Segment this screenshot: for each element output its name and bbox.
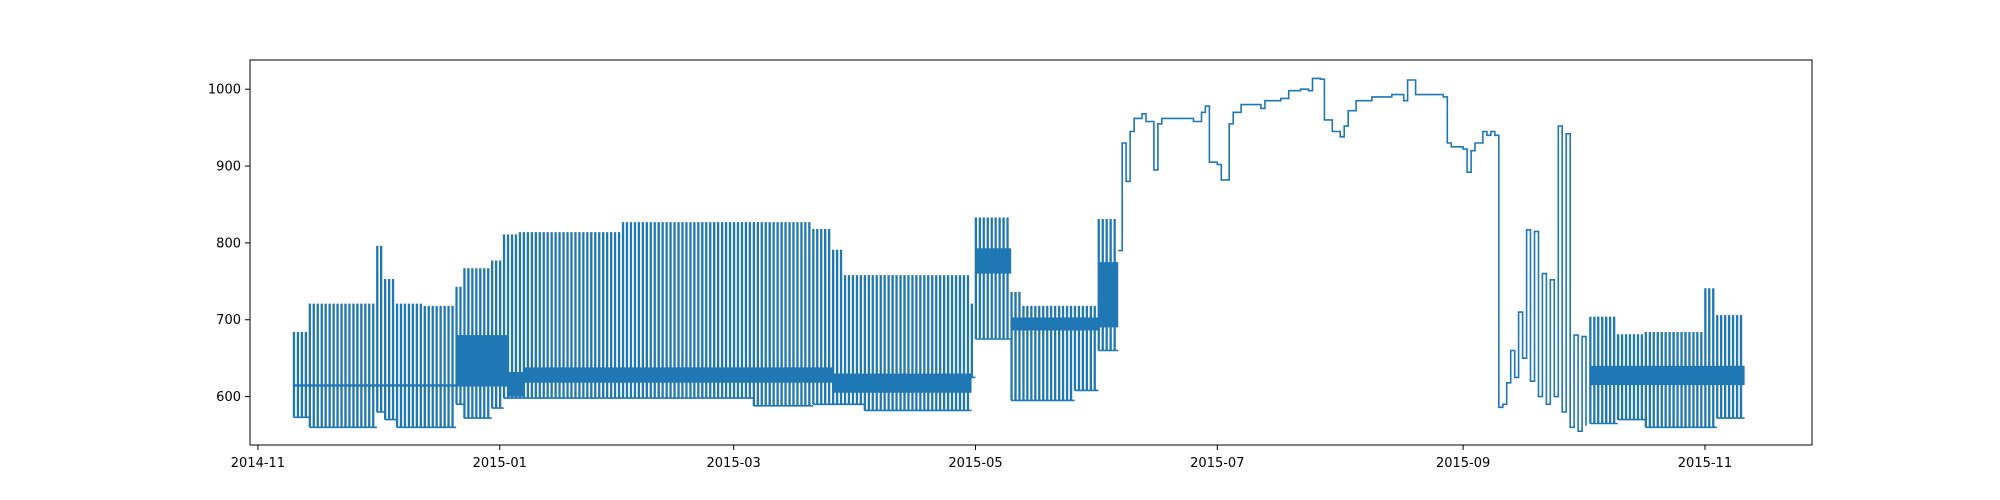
series-band — [1589, 365, 1745, 386]
y-axis: 600 700 800 900 1000 — [208, 83, 250, 405]
y-tick-label: 1000 — [208, 83, 241, 98]
x-tick-label: 2015-05 — [948, 456, 1002, 471]
series-band — [293, 384, 457, 387]
series-band — [1098, 262, 1119, 328]
series-band — [975, 248, 1012, 274]
x-tick-label: 2015-09 — [1436, 456, 1490, 471]
x-tick-label: 2015-07 — [1190, 456, 1244, 471]
y-tick-label: 700 — [216, 313, 241, 328]
y-tick-label: 600 — [216, 390, 241, 405]
series-band — [832, 373, 972, 393]
series-band — [1011, 317, 1099, 331]
x-axis: 2014-11 2015-01 2015-03 2015-05 2015-07 2015-… — [231, 445, 1732, 471]
x-tick-label: 2015-03 — [707, 456, 761, 471]
x-tick-label: 2015-01 — [473, 456, 527, 471]
series-band — [523, 367, 833, 383]
series-band — [507, 371, 524, 397]
x-tick-label: 2014-11 — [231, 456, 285, 471]
series-band — [456, 335, 508, 387]
axes-frame — [249, 59, 1813, 446]
y-tick-label: 800 — [216, 236, 241, 251]
plot-area — [292, 77, 1745, 432]
y-tick-label: 900 — [216, 160, 241, 175]
x-tick-label: 2015-11 — [1678, 456, 1732, 471]
series-line — [1118, 77, 1587, 432]
